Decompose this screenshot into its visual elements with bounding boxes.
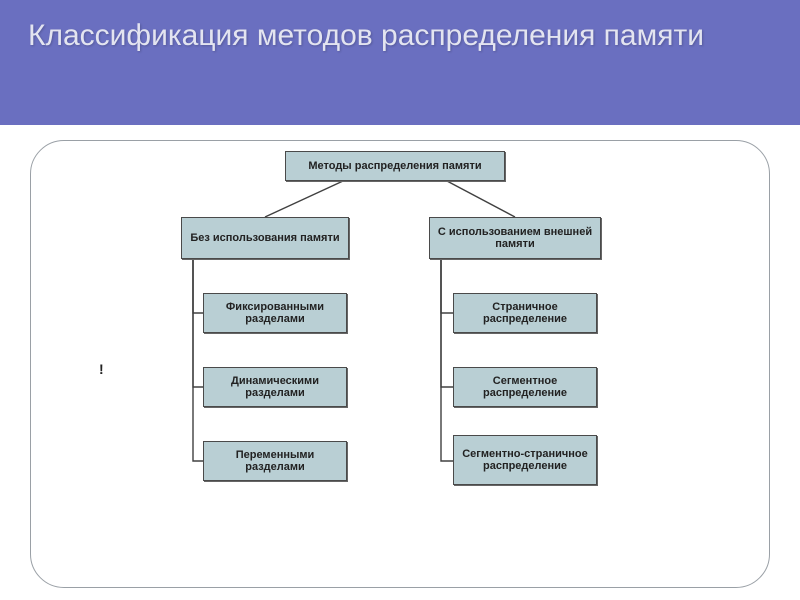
- diagram-node: Методы распределения памяти: [285, 151, 505, 181]
- diagram-node: Страничное распределение: [453, 293, 597, 333]
- diagram-node: Переменными разделами: [203, 441, 347, 481]
- stray-mark: !: [99, 361, 104, 377]
- content-frame: Методы распределения памяти Без использов…: [30, 140, 770, 588]
- diagram-node: Без использования памяти: [181, 217, 349, 259]
- diagram-node: С использованием внешней памяти: [429, 217, 601, 259]
- diagram-node: Сегментное распределение: [453, 367, 597, 407]
- diagram-node: Динамическими разделами: [203, 367, 347, 407]
- diagram-connectors: [31, 141, 769, 587]
- slide-title-bar: Классификация методов распределения памя…: [0, 0, 800, 125]
- slide-title: Классификация методов распределения памя…: [28, 16, 704, 57]
- diagram-node: Фиксированными разделами: [203, 293, 347, 333]
- memory-methods-diagram: Методы распределения памяти Без использов…: [31, 141, 769, 587]
- diagram-node: Сегментно-страничное распределение: [453, 435, 597, 485]
